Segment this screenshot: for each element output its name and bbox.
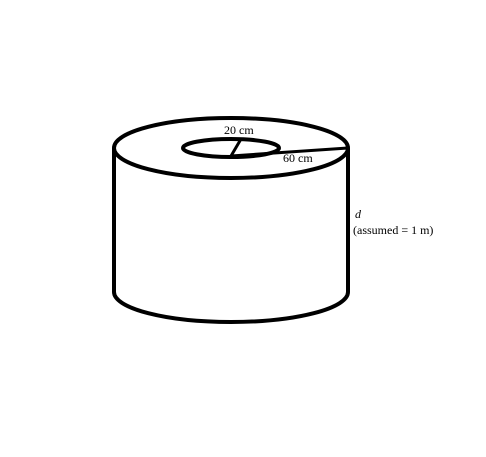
inner-hole-ellipse <box>181 137 281 159</box>
depth-note-label: (assumed = 1 m) <box>353 223 433 237</box>
inner-radius-line <box>229 138 243 157</box>
outer-radius-label: 60 cm <box>283 151 313 165</box>
inner-radius-label: 20 cm <box>224 123 254 137</box>
outer-radius-line <box>230 146 349 158</box>
depth-symbol-label: d <box>355 207 362 221</box>
cylinder-bottom-arc <box>112 291 350 324</box>
